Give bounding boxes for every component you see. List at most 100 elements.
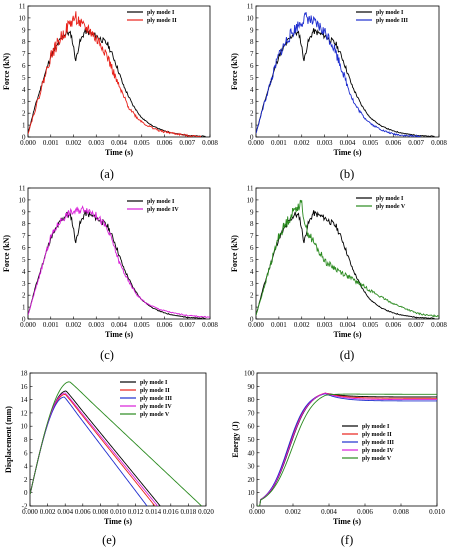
x-tick-label: 0.006 <box>157 321 173 329</box>
series-line-ply-mode-iv <box>30 392 158 506</box>
x-tick-label: 0.006 <box>357 508 373 516</box>
y-tick-label: 2 <box>24 476 28 484</box>
x-tick-label: 0.005 <box>134 139 150 147</box>
y-tick-label: 9 <box>250 26 254 34</box>
plot-frame <box>256 372 438 507</box>
y-tick-label: 1 <box>250 304 254 312</box>
x-tick-label: 0.002 <box>66 321 82 329</box>
y-tick-label: 11 <box>19 185 26 193</box>
series-line-ply-mode-ii <box>257 392 437 506</box>
y-tick-label: 8 <box>24 436 28 444</box>
series-line-ply-mode-v <box>30 381 202 506</box>
x-tick-label: 0.000 <box>249 508 265 516</box>
y-tick-label: 4 <box>250 86 254 94</box>
series-line-ply-mode-ii <box>28 11 202 137</box>
y-tick-label: 8 <box>250 220 254 228</box>
y-tick-label: 14 <box>21 396 29 404</box>
y-tick-label: 2 <box>250 110 254 118</box>
legend-label: ply mode II <box>140 388 170 394</box>
y-tick-label: 0 <box>24 489 28 497</box>
x-tick-label: 0.002 <box>66 139 82 147</box>
x-tick-label: 0.007 <box>179 321 195 329</box>
x-axis-title: Time (s) <box>333 517 361 526</box>
x-tick-label: 0.001 <box>43 139 59 147</box>
y-tick-label: 2 <box>22 110 26 118</box>
y-tick-label: 6 <box>24 449 28 457</box>
x-axis-title: Time (s) <box>104 517 132 526</box>
y-tick-label: 10 <box>248 489 256 497</box>
legend-label: ply mode IV <box>140 404 172 410</box>
x-tick-label: 0.006 <box>75 508 91 516</box>
legend: ply mode I ply mode II <box>127 10 177 24</box>
y-tick-label: 9 <box>22 26 26 34</box>
x-tick-label: 0.000 <box>248 321 264 329</box>
x-tick-label: 0.003 <box>317 321 333 329</box>
legend: ply mode I ply mode III <box>356 10 409 24</box>
y-tick-label: 0 <box>22 134 26 142</box>
y-tick-label: 16 <box>21 383 29 391</box>
x-tick-label: 0.006 <box>385 321 401 329</box>
x-tick-label: 0.000 <box>20 321 36 329</box>
x-tick-label: 0.002 <box>294 139 310 147</box>
y-tick-label: 0 <box>22 316 26 324</box>
y-tick-label: 0 <box>250 134 254 142</box>
x-tick-label: 0.010 <box>429 508 445 516</box>
panel-caption: (e) <box>102 533 116 547</box>
y-tick-label: 80 <box>248 396 256 404</box>
x-tick-label: 0.007 <box>408 321 424 329</box>
x-tick-label: 0.001 <box>43 321 59 329</box>
plot-frame <box>27 187 211 320</box>
x-tick-label: 0.016 <box>163 508 179 516</box>
panel-caption: (d) <box>340 348 355 362</box>
y-tick-label: 12 <box>21 409 29 417</box>
y-tick-label: 70 <box>248 409 256 417</box>
plot-frame <box>255 5 440 138</box>
y-tick-label: 4 <box>22 86 26 94</box>
series-line-ply-mode-iii <box>257 393 437 506</box>
y-tick-label: 5 <box>22 74 26 82</box>
y-axis-title: Force (kN) <box>230 53 239 90</box>
y-tick-label: 6 <box>22 244 26 252</box>
legend-label: ply mode III <box>376 18 409 24</box>
x-tick-label: 0.020 <box>198 508 214 516</box>
y-tick-label: 0 <box>250 316 254 324</box>
y-tick-label: 8 <box>250 38 254 46</box>
y-tick-label: 5 <box>22 256 26 264</box>
y-tick-label: 4 <box>250 268 254 276</box>
y-axis-title: Displacement (mm) <box>4 406 13 473</box>
y-tick-label: 5 <box>250 74 254 82</box>
x-tick-label: 0.001 <box>271 321 287 329</box>
y-tick-label: -2 <box>22 503 28 511</box>
x-tick-label: 0.006 <box>385 139 401 147</box>
x-tick-label: 0.005 <box>363 321 379 329</box>
y-tick-label: 3 <box>250 280 254 288</box>
legend-label: ply mode I <box>376 10 404 16</box>
series-line-ply-mode-i <box>256 28 435 137</box>
y-tick-label: 18 <box>21 370 29 378</box>
y-tick-label: 2 <box>22 292 26 300</box>
panel-caption: (c) <box>100 348 114 362</box>
x-tick-label: 0.003 <box>88 139 104 147</box>
y-tick-label: 3 <box>22 98 26 106</box>
legend: ply mode I ply mode IV <box>127 199 179 213</box>
y-axis-title: Energy (J) <box>231 421 240 458</box>
series-line-ply-mode-i <box>28 210 206 319</box>
x-tick-label: 0.005 <box>134 321 150 329</box>
legend-label: ply mode IV <box>147 207 179 213</box>
x-tick-label: 0.012 <box>128 508 144 516</box>
legend-label: ply mode I <box>376 196 404 202</box>
y-tick-label: 7 <box>250 50 254 58</box>
plot-frame <box>29 372 207 507</box>
x-axis-title: Time (s) <box>333 148 361 157</box>
y-axis-title: Force (kN) <box>2 53 11 90</box>
y-tick-label: 10 <box>19 196 27 204</box>
chart-a: 0.000 0.001 0.002 0.003 0.004 0.005 0.006 0.007… <box>2 3 218 182</box>
y-tick-label: 8 <box>22 38 26 46</box>
y-axis-title: Force (kN) <box>2 235 11 272</box>
y-tick-label: 1 <box>22 122 26 130</box>
y-tick-label: 10 <box>19 14 27 22</box>
y-tick-label: 11 <box>247 3 254 11</box>
y-tick-label: 11 <box>247 185 254 193</box>
series-line-ply-mode-iv <box>28 205 210 318</box>
